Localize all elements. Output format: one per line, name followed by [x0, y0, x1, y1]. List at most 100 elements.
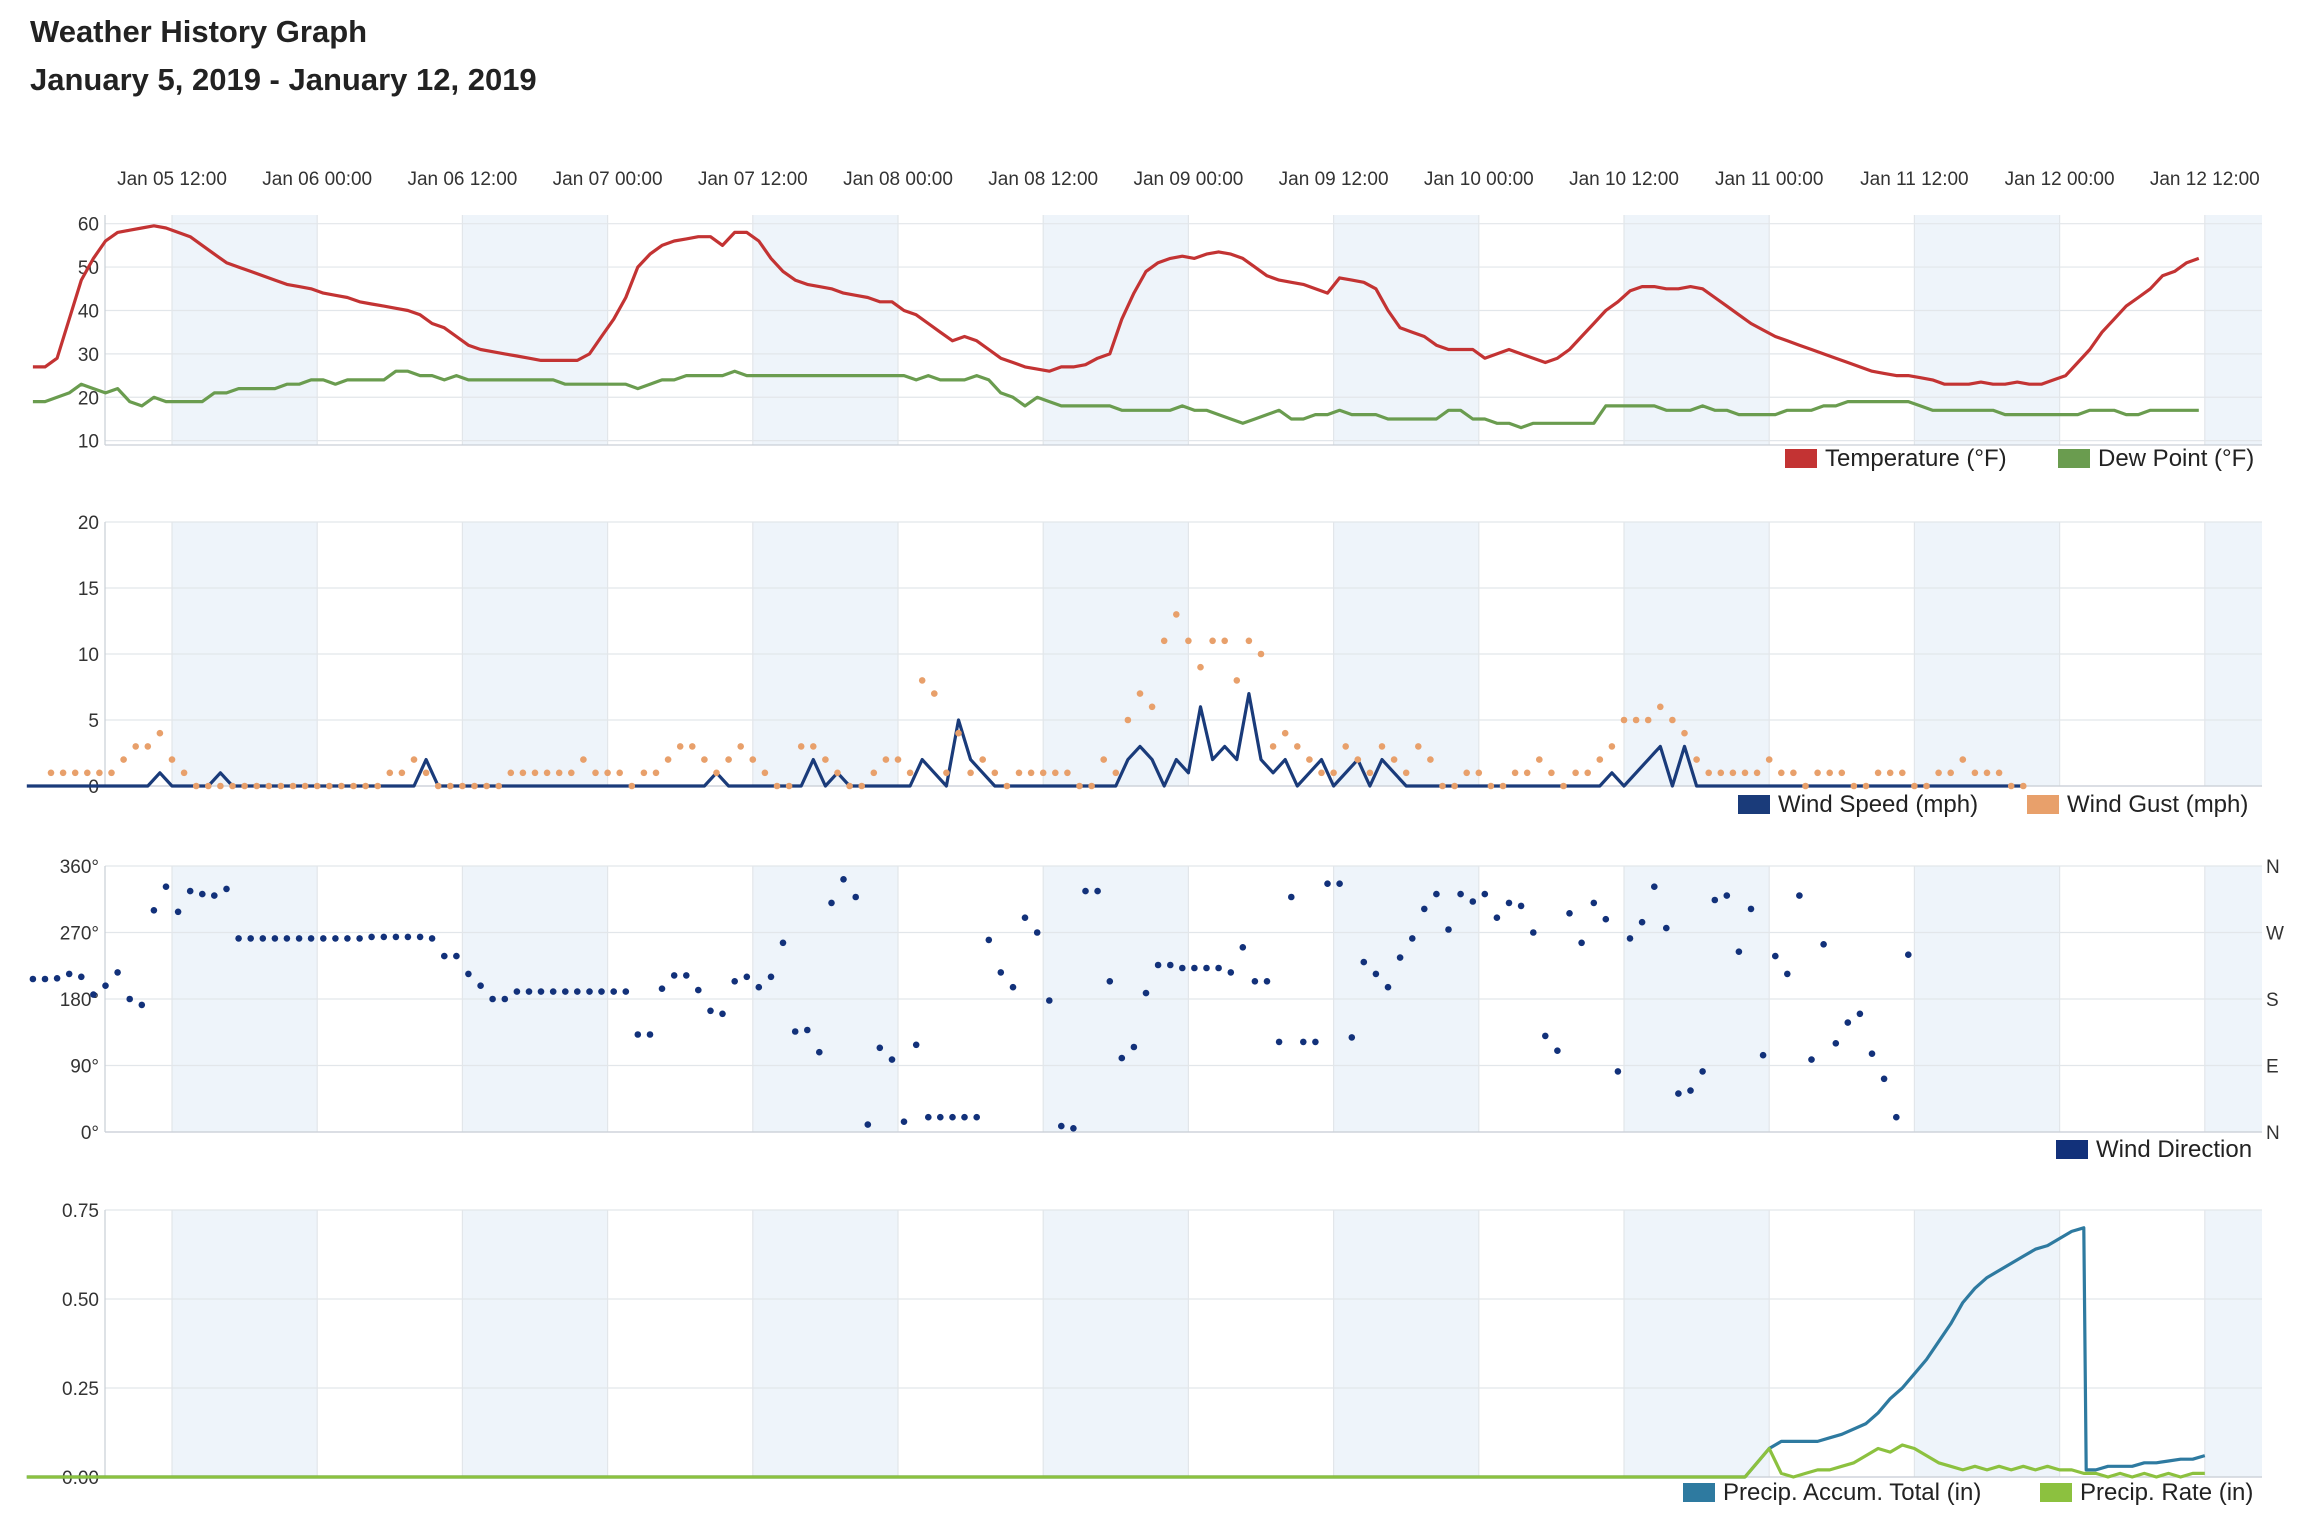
y-tick-label: 270° — [60, 924, 99, 945]
legend-label: Precip. Rate (in) — [2080, 1479, 2253, 1506]
legend-item[interactable]: Precip. Accum. Total (in) — [1683, 1479, 1981, 1506]
data-point — [1288, 893, 1295, 901]
y-tick-label: 40 — [78, 301, 99, 322]
data-point — [1227, 969, 1235, 976]
legend-item[interactable]: Precip. Rate (in) — [2040, 1479, 2253, 1506]
y-tick-label: 0.75 — [62, 1201, 99, 1222]
data-point — [1826, 769, 1833, 777]
compass-label: N — [2266, 857, 2280, 878]
data-point — [586, 988, 593, 995]
legend-item[interactable]: Dew Point (°F) — [2058, 445, 2254, 472]
data-point — [1396, 954, 1404, 961]
data-point — [1191, 964, 1198, 972]
time-axis-label: Jan 07 00:00 — [553, 169, 663, 190]
y-tick-label: 90° — [70, 1057, 99, 1078]
data-point — [925, 1113, 932, 1121]
data-point — [186, 887, 194, 895]
legend-label: Temperature (°F) — [1825, 445, 2007, 472]
data-point — [701, 756, 708, 763]
data-point — [1197, 663, 1204, 671]
data-point — [1590, 899, 1598, 907]
y-tick-label: 20 — [78, 513, 99, 534]
legend-item[interactable]: Temperature (°F) — [1785, 445, 2007, 472]
legend-item[interactable]: Wind Direction — [2056, 1136, 2252, 1163]
data-point — [955, 729, 962, 737]
night-band — [752, 215, 898, 445]
data-point — [985, 936, 993, 944]
data-point — [1402, 769, 1410, 777]
data-point — [1233, 677, 1241, 684]
data-point — [1675, 1090, 1682, 1097]
data-point — [320, 935, 327, 942]
data-point — [858, 782, 865, 790]
y-tick-label: 5 — [88, 711, 99, 732]
data-point — [864, 1121, 872, 1128]
night-band — [1333, 1210, 1479, 1477]
legend-label: Wind Direction — [2096, 1136, 2252, 1163]
data-point — [1330, 769, 1337, 777]
data-point — [501, 995, 509, 1003]
data-point — [900, 1118, 908, 1125]
data-point — [1596, 756, 1604, 763]
data-point — [108, 769, 115, 777]
data-point — [816, 1048, 823, 1056]
data-point — [1705, 769, 1712, 777]
data-point — [1608, 743, 1616, 750]
data-point — [1717, 769, 1725, 777]
data-point — [761, 769, 769, 777]
data-point — [422, 769, 430, 777]
y-tick-label: 10 — [78, 645, 99, 666]
time-axis-label: Jan 06 00:00 — [262, 169, 372, 190]
series-line — [32, 224, 2200, 386]
data-point — [1796, 892, 1803, 899]
data-point — [1058, 1122, 1065, 1130]
data-point — [1439, 782, 1446, 790]
data-point — [749, 756, 757, 763]
data-point — [41, 975, 49, 983]
data-point — [1033, 929, 1041, 936]
data-point — [973, 1113, 980, 1121]
legend-item[interactable]: Wind Gust (mph) — [2027, 791, 2248, 818]
data-point — [1868, 1050, 1876, 1057]
data-point — [507, 769, 515, 777]
legend-item[interactable]: Wind Speed (mph) — [1738, 791, 1978, 818]
data-point — [102, 982, 109, 989]
data-point — [1493, 914, 1501, 921]
data-point — [543, 769, 551, 777]
data-point — [1306, 756, 1313, 763]
data-point — [477, 982, 484, 989]
data-point — [1735, 948, 1743, 955]
data-point — [192, 782, 200, 790]
y-tick-label: 0° — [81, 1123, 99, 1144]
data-point — [398, 769, 406, 777]
data-point — [906, 769, 914, 777]
data-point — [894, 756, 902, 763]
series-line — [26, 692, 2024, 788]
data-point — [1687, 1087, 1694, 1094]
data-point — [1421, 905, 1428, 913]
data-point — [65, 970, 73, 978]
data-point — [743, 973, 751, 981]
data-point — [459, 782, 466, 790]
data-point — [2020, 782, 2027, 790]
data-point — [1905, 951, 1912, 958]
data-point — [1239, 944, 1247, 951]
data-point — [162, 883, 170, 890]
data-point — [2007, 782, 2015, 790]
data-point — [918, 677, 926, 684]
data-point — [1511, 769, 1519, 777]
data-point — [1517, 902, 1525, 910]
time-axis-label: Jan 12 00:00 — [2005, 169, 2115, 190]
data-point — [525, 988, 533, 995]
data-point — [132, 743, 139, 750]
data-point — [1179, 964, 1186, 972]
data-point — [1681, 729, 1688, 737]
data-point — [1009, 983, 1017, 991]
data-point — [1142, 989, 1150, 997]
data-point — [519, 769, 527, 777]
data-point — [1281, 729, 1289, 737]
data-point — [713, 769, 720, 777]
data-point — [846, 782, 853, 790]
data-point — [1318, 769, 1325, 777]
